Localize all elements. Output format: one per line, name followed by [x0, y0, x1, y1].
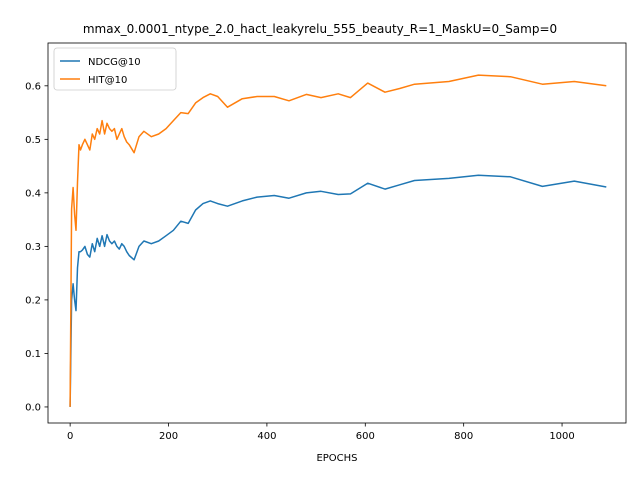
y-tick-label: 0.6 [25, 81, 41, 92]
x-tick-label: 1000 [549, 431, 574, 442]
y-tick-label: 0.5 [25, 135, 41, 146]
chart-title: mmax_0.0001_ntype_2.0_hact_leakyrelu_555… [83, 22, 557, 36]
legend-box [53, 47, 177, 91]
y-tick-label: 0.4 [25, 188, 41, 199]
x-tick-label: 600 [356, 431, 375, 442]
legend-label: HIT@10 [88, 75, 127, 86]
axes-frame [47, 42, 627, 424]
x-tick-label: 800 [454, 431, 473, 442]
y-axis: 0.0 0.1 0.2 0.3 0.4 0.5 0.6 [25, 81, 48, 413]
x-axis: 0 200 400 600 800 1000 [67, 423, 575, 442]
y-tick-label: 0.3 [25, 242, 41, 253]
legend: NDCG@10 HIT@10 [53, 47, 177, 91]
series-line-0 [69, 174, 607, 407]
y-tick-label: 0.1 [25, 349, 41, 360]
x-axis-label: EPOCHS [316, 453, 357, 464]
y-tick-label: 0.0 [25, 402, 41, 413]
plot-area [69, 74, 607, 407]
legend-label: NDCG@10 [88, 57, 141, 68]
x-tick-label: 200 [159, 431, 178, 442]
series-line-1 [69, 74, 607, 407]
x-tick-label: 0 [67, 431, 73, 442]
x-tick-label: 400 [257, 431, 276, 442]
y-tick-label: 0.2 [25, 295, 41, 306]
